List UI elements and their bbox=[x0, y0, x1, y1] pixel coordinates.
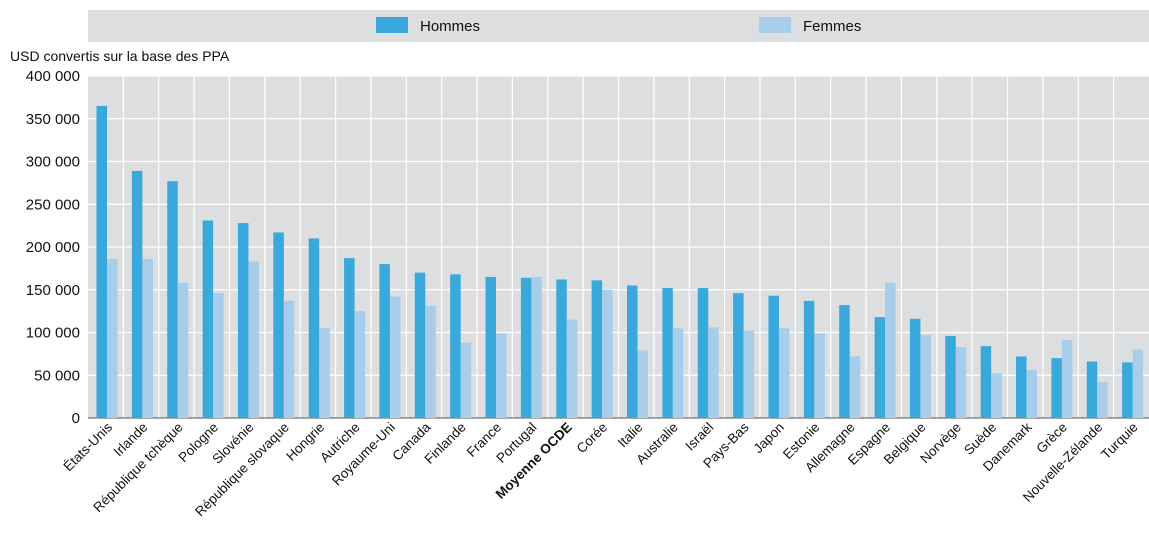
bar-femmes bbox=[319, 328, 330, 418]
bar-hommes bbox=[733, 293, 744, 418]
bar-hommes bbox=[520, 277, 532, 418]
bar-femmes bbox=[142, 258, 153, 418]
y-tick-label: 150 000 bbox=[26, 282, 80, 299]
y-tick-label: 250 000 bbox=[26, 196, 80, 213]
y-tick-labels: 0 50 000 100 000 150 000 200 000 250 000 300 0… bbox=[26, 68, 80, 427]
bar-femmes bbox=[389, 296, 401, 418]
bar-femmes bbox=[177, 282, 189, 418]
bar-hommes bbox=[202, 220, 214, 418]
bar-hommes bbox=[839, 305, 850, 418]
bar-femmes bbox=[1061, 340, 1073, 418]
bar-femmes bbox=[672, 328, 684, 418]
bar-hommes bbox=[131, 170, 143, 418]
legend-swatch-hommes bbox=[376, 17, 408, 33]
bar-hommes bbox=[662, 288, 673, 418]
gridlines bbox=[88, 75, 1149, 419]
bar-hommes bbox=[627, 285, 638, 418]
bar-hommes bbox=[1122, 362, 1133, 418]
bar-femmes bbox=[354, 311, 366, 418]
y-tick-label: 200 000 bbox=[26, 239, 80, 256]
bar-femmes bbox=[955, 347, 967, 418]
bar-femmes bbox=[778, 328, 790, 418]
x-tick-label: Turquie bbox=[1098, 420, 1141, 463]
bar-hommes bbox=[591, 280, 603, 418]
bar-hommes bbox=[450, 274, 461, 418]
bar-hommes bbox=[237, 223, 249, 418]
bar-hommes bbox=[980, 346, 992, 418]
bar-hommes bbox=[167, 181, 178, 418]
bar-hommes bbox=[1051, 358, 1062, 418]
bar-femmes bbox=[991, 373, 1002, 418]
x-tick-label: Italie bbox=[615, 420, 646, 451]
bar-hommes bbox=[485, 276, 497, 418]
bar-hommes bbox=[909, 318, 921, 418]
bar-femmes bbox=[814, 333, 825, 418]
bar-hommes bbox=[874, 317, 886, 418]
bar-hommes bbox=[1016, 356, 1027, 418]
bar-femmes bbox=[248, 261, 259, 418]
bar-hommes bbox=[344, 258, 355, 418]
bar-femmes bbox=[283, 300, 295, 418]
bar-femmes bbox=[885, 282, 896, 418]
x-tick-label: Royaume-Uni bbox=[329, 420, 398, 489]
x-tick-label: Corée bbox=[574, 420, 611, 457]
bar-hommes bbox=[308, 238, 320, 418]
bar-femmes bbox=[496, 333, 507, 418]
legend-label-femmes: Femmes bbox=[803, 18, 861, 35]
legend-swatch-femmes bbox=[759, 17, 791, 33]
bar-hommes bbox=[803, 300, 815, 418]
bar-femmes bbox=[849, 356, 861, 418]
bar-hommes bbox=[273, 232, 284, 418]
y-tick-label: 50 000 bbox=[34, 367, 80, 384]
bar-hommes bbox=[379, 264, 390, 418]
bar-femmes bbox=[920, 335, 931, 418]
bars bbox=[96, 105, 1144, 419]
bar-femmes bbox=[708, 327, 719, 418]
bar-femmes bbox=[531, 276, 542, 418]
bar-hommes bbox=[768, 295, 779, 418]
bar-femmes bbox=[213, 293, 224, 418]
bar-femmes bbox=[425, 305, 436, 418]
bar-hommes bbox=[96, 105, 107, 419]
bar-hommes bbox=[556, 279, 567, 418]
y-tick-label: 400 000 bbox=[26, 68, 80, 85]
bar-hommes bbox=[414, 272, 426, 418]
bar-femmes bbox=[107, 258, 118, 418]
bar-femmes bbox=[1097, 382, 1108, 418]
bar-femmes bbox=[1132, 349, 1144, 418]
bar-femmes bbox=[637, 350, 648, 418]
y-tick-label: 300 000 bbox=[26, 154, 80, 171]
bar-femmes bbox=[602, 289, 613, 418]
y-tick-label: 100 000 bbox=[26, 325, 80, 342]
bar-femmes bbox=[743, 330, 755, 418]
bar-femmes bbox=[566, 319, 578, 418]
y-tick-label: 0 bbox=[72, 410, 80, 427]
y-tick-label: 350 000 bbox=[26, 111, 80, 128]
bar-hommes bbox=[697, 288, 709, 418]
legend-label-hommes: Hommes bbox=[420, 18, 480, 35]
bar-femmes bbox=[460, 342, 472, 418]
bar-hommes bbox=[1086, 361, 1098, 418]
x-tick-label: États-Unis bbox=[60, 419, 115, 474]
bar-femmes bbox=[1026, 370, 1038, 418]
y-axis-title: USD convertis sur la base des PPA bbox=[10, 48, 230, 64]
bar-hommes bbox=[945, 335, 956, 418]
legend-background bbox=[88, 10, 1149, 42]
